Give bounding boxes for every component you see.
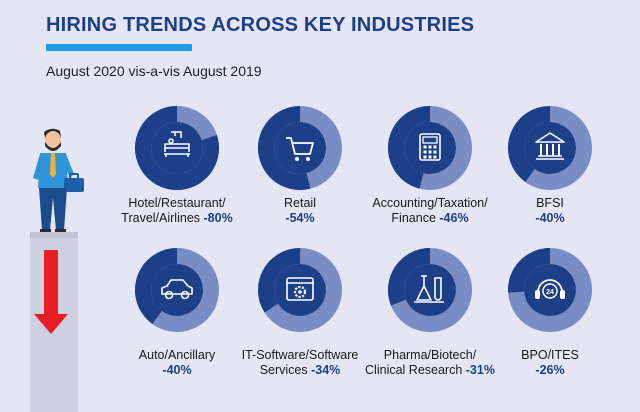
- industry-percent-line: -40%: [92, 363, 262, 378]
- shopping-cart-icon: [286, 137, 314, 161]
- donut-3: [387, 106, 472, 190]
- lab-flask-icon: [414, 275, 444, 303]
- donut-value-slice: [508, 106, 550, 182]
- donut-remainder: [135, 248, 219, 332]
- donut-center: [151, 264, 203, 316]
- industry-percent: -40%: [162, 363, 192, 377]
- donut-center: [151, 122, 203, 174]
- donut-8: 24: [508, 248, 592, 332]
- donut-remainder: [388, 248, 472, 332]
- industry-percent: -31%: [465, 363, 495, 377]
- industry-label: BFSI -40%: [465, 196, 635, 226]
- pillar-with-down-arrow: [30, 232, 78, 412]
- industry-percent: -54%: [285, 211, 315, 225]
- industry-name: BPO/ITES: [521, 348, 579, 362]
- industry-label: IT-Software/Software Services -34%: [215, 348, 385, 378]
- title-underline: [46, 44, 192, 51]
- industry-percent: -34%: [311, 363, 341, 377]
- down-arrow-icon: [34, 250, 68, 334]
- industry-label: Accounting/Taxation/Finance -46%: [345, 196, 515, 226]
- industry-name: Hotel/Restaurant/: [128, 196, 226, 210]
- donut-4: [508, 106, 592, 190]
- industry-percent: -26%: [535, 363, 565, 377]
- donut-center: [404, 264, 456, 316]
- donut-2: [258, 106, 342, 190]
- industry-percent: -40%: [535, 211, 565, 225]
- industry-name: IT-Software/Software: [241, 348, 359, 362]
- industry-percent: -46%: [439, 211, 469, 225]
- donut-remainder: [258, 106, 342, 190]
- donut-value-slice: [135, 106, 219, 191]
- donut-center: [404, 122, 456, 174]
- car-icon: [161, 279, 193, 300]
- donut-center: [274, 122, 326, 174]
- headset-24-icon: 24: [535, 279, 565, 299]
- donut-7: [388, 248, 472, 332]
- industry-name-line2: Travel/Airlines -80%: [121, 211, 233, 225]
- software-gear-icon: [286, 277, 314, 301]
- industry-label: Pharma/Biotech/Clinical Research -31%: [345, 348, 515, 378]
- industry-percent-line: -54%: [215, 211, 385, 226]
- businessman-illustration: [33, 128, 84, 233]
- industry-name: Accounting/Taxation/: [372, 196, 488, 210]
- industry-name-line2: Services -34%: [259, 363, 341, 377]
- donut-remainder: [135, 106, 219, 190]
- industry-name: Retail: [284, 196, 316, 210]
- industry-name: BFSI: [536, 196, 564, 210]
- bank-icon: [535, 132, 565, 160]
- donut-value-slice: [387, 106, 430, 189]
- donut-remainder: [508, 106, 592, 190]
- industry-name: Pharma/Biotech/: [383, 348, 477, 362]
- svg-text:24: 24: [546, 289, 554, 296]
- industry-percent: -80%: [203, 211, 233, 225]
- hotel-bed-icon: [164, 131, 190, 157]
- donut-remainder: [388, 106, 472, 190]
- industry-name-line2: Finance -46%: [391, 211, 469, 225]
- donut-center: [274, 264, 326, 316]
- industry-label: BPO/ITES -26%: [465, 348, 635, 378]
- donut-5: [135, 248, 219, 332]
- donut-value-slice: [258, 248, 300, 313]
- donut-1: [135, 106, 219, 191]
- industry-label: Retail -54%: [215, 196, 385, 226]
- donut-6: [258, 248, 342, 332]
- donut-value-slice: [508, 248, 550, 293]
- donut-value-slice: [135, 248, 177, 324]
- industry-label: Auto/Ancillary -40%: [92, 348, 262, 378]
- donut-value-slice: [258, 106, 311, 190]
- calculator-icon: [419, 133, 441, 161]
- donut-center: [524, 122, 576, 174]
- industry-label: Hotel/Restaurant/Travel/Airlines -80%: [92, 196, 262, 226]
- industry-name: Auto/Ancillary: [138, 348, 216, 362]
- industry-name-line2: Clinical Research -31%: [365, 363, 495, 377]
- donut-remainder: [258, 248, 342, 332]
- page-subtitle: August 2020 vis-a-vis August 2019: [46, 63, 262, 79]
- industry-percent-line: -40%: [465, 211, 635, 226]
- donut-value-slice: [388, 248, 430, 306]
- donut-center: [524, 264, 576, 316]
- industry-percent-line: -26%: [465, 363, 635, 378]
- page-title: HIRING TRENDS ACROSS KEY INDUSTRIES: [46, 14, 475, 36]
- donut-remainder: [508, 248, 592, 332]
